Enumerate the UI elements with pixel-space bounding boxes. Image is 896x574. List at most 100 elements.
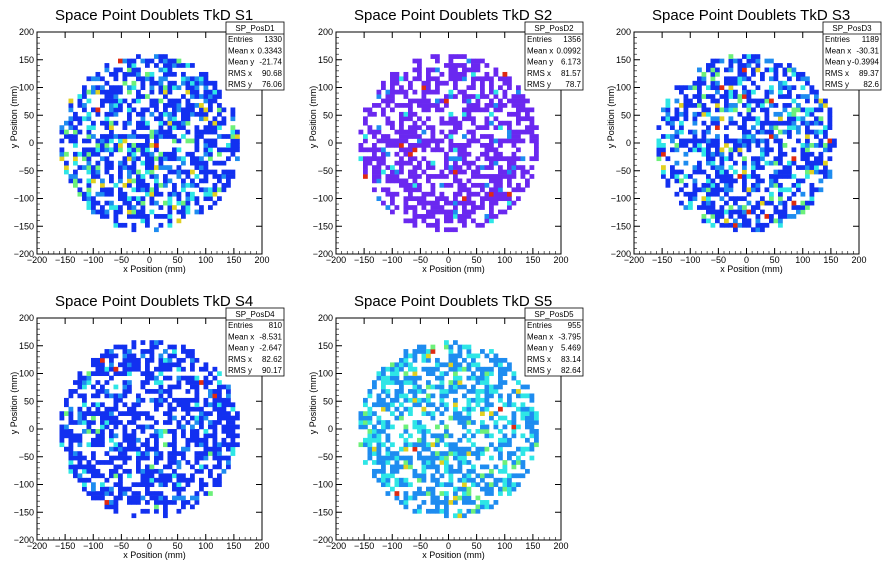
histogram-cell	[194, 80, 200, 86]
histogram-cell	[809, 85, 815, 91]
histogram-cell	[751, 209, 756, 215]
histogram-cell	[733, 138, 738, 144]
histogram-cell	[358, 415, 364, 421]
histogram-cell	[95, 174, 101, 179]
histogram-cell	[417, 349, 422, 354]
histogram-cell	[773, 205, 779, 210]
histogram-cell	[181, 71, 186, 77]
histogram-cell	[194, 357, 200, 363]
histogram-cell	[412, 468, 418, 474]
histogram-cell	[91, 196, 96, 202]
histogram-cell	[453, 353, 458, 359]
histogram-cell	[372, 147, 377, 153]
histogram-cell	[426, 191, 431, 197]
y-tick-label: −200	[313, 535, 333, 545]
histogram-cell	[77, 165, 83, 170]
histogram-cell	[149, 424, 155, 430]
histogram-cell	[679, 187, 684, 193]
histogram-cell	[805, 138, 810, 144]
histogram-cell	[113, 111, 119, 117]
histogram-cell	[64, 411, 69, 416]
histogram-cell	[692, 103, 698, 108]
histogram-cell	[149, 349, 155, 354]
histogram-cell	[118, 143, 123, 148]
histogram-cell	[363, 460, 368, 465]
histogram-cell	[167, 402, 173, 408]
histogram-cell	[742, 222, 747, 228]
histogram-cell	[367, 393, 373, 399]
histogram-cell	[136, 366, 141, 372]
histogram-cell	[439, 482, 445, 488]
histogram-cell	[104, 486, 110, 492]
stats-value: 6.173	[561, 58, 582, 67]
histogram-cell	[394, 151, 400, 157]
histogram-cell	[140, 477, 146, 483]
histogram-cell	[679, 103, 684, 108]
histogram-cell	[163, 464, 168, 470]
histogram-cell	[163, 495, 168, 501]
histogram-cell	[444, 429, 449, 434]
y-axis-label: y Position (mm)	[9, 372, 19, 435]
histogram-cell	[516, 446, 521, 452]
histogram-cell	[457, 178, 463, 184]
histogram-cell	[217, 420, 222, 425]
histogram-cell	[493, 89, 499, 95]
histogram-cell	[475, 103, 481, 108]
histogram-cell	[457, 384, 463, 390]
histogram-cell	[212, 174, 218, 179]
histogram-cell	[471, 107, 476, 113]
histogram-cell	[760, 103, 765, 108]
histogram-cell	[113, 384, 119, 390]
histogram-cell	[212, 442, 218, 448]
x-tick-label: −50	[413, 541, 428, 551]
histogram-cell	[109, 178, 114, 184]
histogram-cell	[751, 71, 756, 77]
histogram-cell	[511, 420, 517, 425]
histogram-cell	[724, 187, 729, 193]
histogram-cell	[113, 94, 119, 99]
histogram-cell	[778, 156, 783, 162]
histogram-cell	[809, 151, 815, 157]
histogram-cell	[68, 451, 74, 456]
histogram-cell	[670, 165, 675, 170]
histogram-cell	[502, 482, 508, 488]
histogram-cell	[435, 209, 440, 215]
histogram-cell	[462, 98, 467, 104]
histogram-cell	[104, 477, 110, 483]
histogram-cell	[448, 227, 454, 233]
histogram-cell	[489, 138, 494, 144]
histogram-cell	[462, 156, 467, 162]
histogram-cell	[489, 357, 494, 363]
histogram-cell	[59, 424, 65, 430]
stats-key: Mean y	[228, 58, 254, 67]
histogram-cell	[381, 477, 386, 483]
histogram-cell	[385, 375, 391, 381]
histogram-cell	[376, 446, 382, 452]
histogram-cell	[217, 380, 222, 385]
x-tick-label: 50	[173, 541, 183, 551]
histogram-cell	[728, 187, 734, 193]
histogram-cell	[805, 125, 810, 130]
histogram-cell	[127, 437, 132, 443]
histogram-cell	[113, 205, 119, 210]
histogram-cell	[421, 218, 427, 224]
histogram-cell	[136, 468, 141, 474]
histogram-cell	[381, 156, 386, 162]
histogram-cell	[208, 125, 213, 130]
histogram-cell	[426, 397, 431, 403]
histogram-cell	[376, 103, 382, 108]
histogram-cell	[158, 165, 164, 170]
histogram-cell	[670, 174, 675, 179]
histogram-cell	[221, 384, 227, 390]
histogram-cell	[199, 437, 204, 443]
histogram-cell	[489, 491, 494, 496]
histogram-cell	[710, 67, 716, 73]
histogram-cell	[403, 103, 409, 108]
histogram-cell	[203, 165, 209, 170]
histogram-cell	[484, 446, 490, 452]
histogram-cell	[118, 344, 123, 350]
histogram-cell	[462, 160, 467, 166]
histogram-cell	[181, 433, 186, 439]
histogram-cell	[154, 402, 159, 408]
